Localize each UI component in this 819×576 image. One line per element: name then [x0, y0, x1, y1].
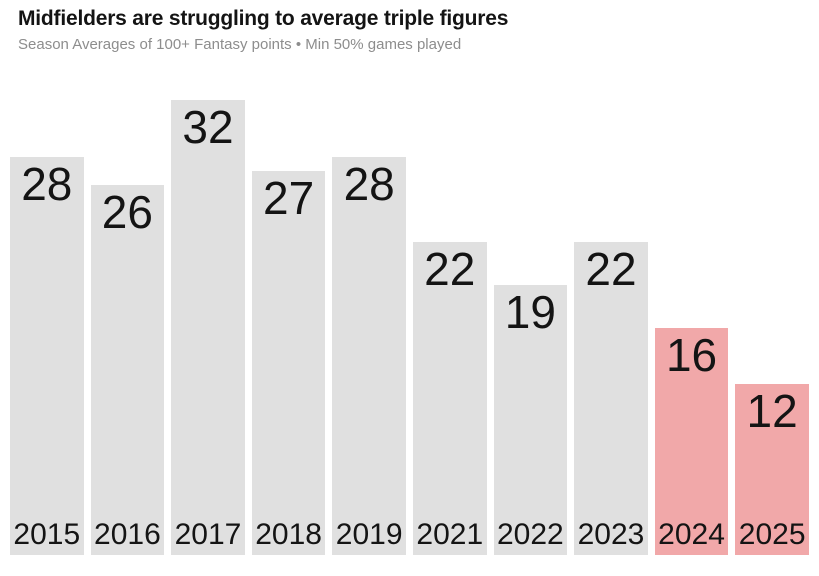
bar-2021: 22 2021 [412, 242, 487, 555]
bar-value-label-2015: 28 [21, 157, 73, 210]
chart-subtitle: Season Averages of 100+ Fantasy points •… [18, 36, 462, 54]
bar-value-label-2018: 27 [262, 172, 315, 225]
bar-column-2017: 32 2017 [171, 100, 245, 555]
bar-2019: 28 2019 [332, 156, 406, 555]
bar-2016: 26 2016 [90, 185, 165, 555]
chart-title: Midfielders are struggling to average tr… [18, 7, 509, 30]
bar-category-label-2016: 2016 [94, 518, 161, 551]
bar-column-2015: 28 2015 [10, 100, 84, 555]
bar-column-2022: 19 2022 [493, 100, 568, 555]
bar-category-label-2023: 2023 [577, 518, 645, 551]
bar-2017: 32 2017 [171, 100, 245, 555]
bar-value-label-2016: 26 [101, 186, 153, 239]
bar-column-2024: 16 2024 [654, 100, 729, 555]
bar-value-label-2023: 22 [585, 243, 637, 296]
bar-2024: 16 2024 [654, 327, 729, 555]
bar-category-label-2019: 2019 [335, 518, 403, 551]
bar-column-2021: 22 2021 [412, 100, 487, 555]
bar-column-2019: 28 2019 [332, 100, 406, 555]
bar-chart: 28 2015 26 2016 32 2017 27 2018 28 2019 22 2021 19 20… [10, 100, 809, 555]
bar-category-label-2022: 2022 [496, 518, 564, 551]
bar-category-label-2017: 2017 [174, 518, 242, 551]
bar-2023: 22 2023 [574, 242, 648, 555]
bar-category-label-2018: 2018 [255, 518, 322, 551]
bar-2022: 19 2022 [493, 284, 568, 555]
bar-value-label-2024: 16 [665, 328, 718, 381]
bar-column-2025: 12 2025 [735, 100, 809, 555]
bar-category-label-2021: 2021 [416, 518, 484, 551]
bar-value-label-2021: 22 [424, 243, 476, 296]
bar-category-label-2015: 2015 [13, 518, 81, 551]
bar-2025: 12 2025 [735, 384, 809, 555]
bar-column-2018: 27 2018 [251, 100, 326, 555]
bar-2015: 28 2015 [10, 156, 84, 555]
chart-header: Midfielders are struggling to average tr… [18, 7, 809, 54]
bar-category-label-2025: 2025 [738, 518, 806, 551]
bar-value-label-2017: 32 [182, 101, 234, 153]
bar-value-label-2025: 12 [746, 385, 798, 438]
bar-column-2016: 26 2016 [90, 100, 165, 555]
bar-category-label-2024: 2024 [658, 518, 725, 551]
bar-value-label-2022: 19 [504, 285, 556, 338]
bar-column-2023: 22 2023 [574, 100, 648, 555]
bar-2018: 27 2018 [251, 171, 326, 555]
bar-value-label-2019: 28 [343, 157, 395, 210]
